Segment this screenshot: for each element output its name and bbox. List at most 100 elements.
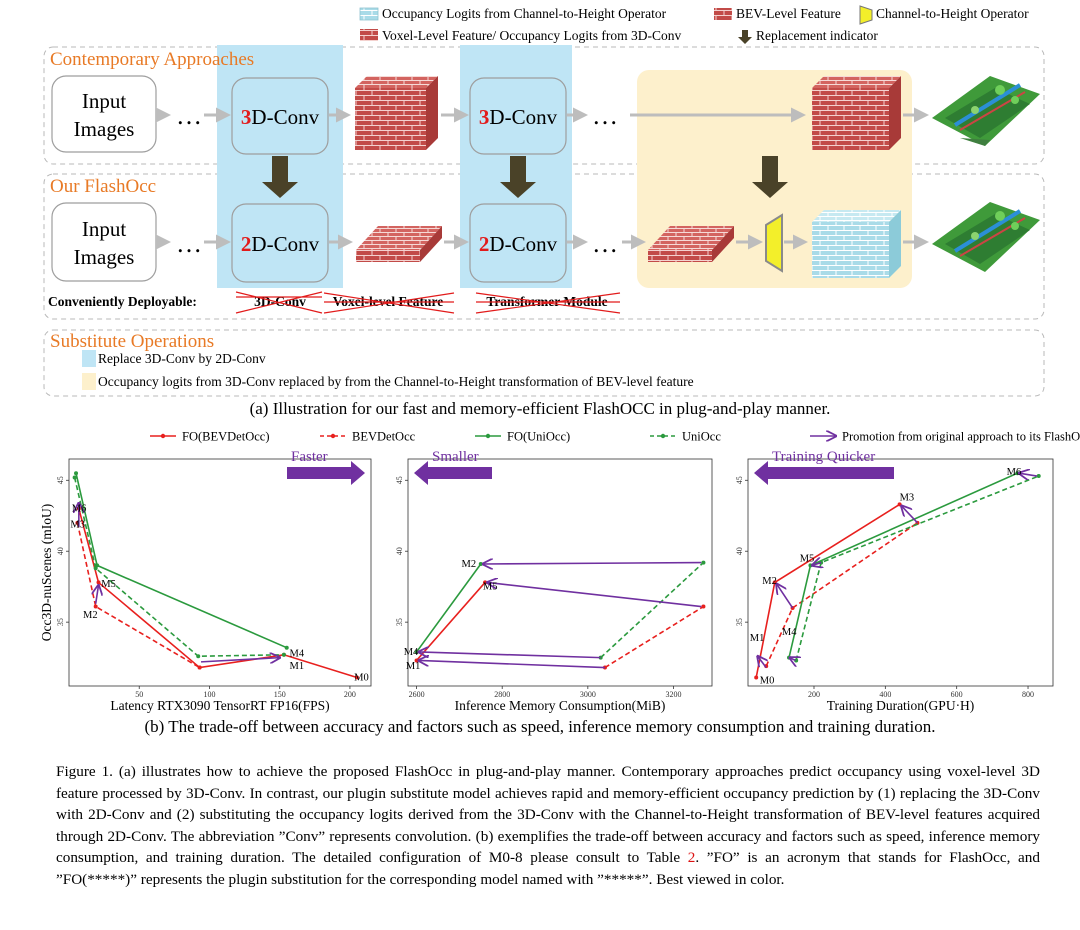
series-line [415,563,482,653]
model-label: M2 [83,610,98,621]
series-line [765,522,918,667]
series-point [602,665,607,670]
voxel-feature-block-1 [355,76,438,150]
model-label: M2 [762,576,777,587]
plot-frame [68,458,372,687]
x-tick-label: 600 [951,690,963,699]
model-label: M0 [760,675,775,686]
series-point [754,675,759,680]
series-line [415,581,486,661]
series-line [600,561,704,659]
series-line [73,477,284,658]
svg-text:Images: Images [74,117,135,141]
svg-text:…: … [592,101,618,130]
promotion-arrow [812,563,821,566]
promotion-arrow [419,660,605,669]
plot-frame [407,458,713,687]
y-tick-label: 35 [735,618,744,626]
series-point [1036,474,1041,479]
series-line [76,522,201,669]
deployable-label: Conveniently Deployable: [48,294,197,309]
model-label: M1 [290,661,305,672]
promotion-arrow [200,658,280,662]
replacement-arrows [262,156,788,198]
svg-text:Input: Input [82,89,126,113]
substitute-1: Replace 3D-Conv by 2D-Conv [98,351,266,366]
series-line [78,508,358,679]
conv2d-box-2 [469,203,567,283]
x-axis-label: Training Duration(GPU·H) [827,698,975,713]
x-tick-label: 400 [879,690,891,699]
promotion-arrow [1019,473,1038,476]
x-tick-label: 200 [344,690,356,699]
caption-a: (a) Illustration for our fast and memory… [250,399,831,418]
y-tick-label: 35 [395,618,404,626]
series-point [196,654,201,659]
svg-text:…: … [176,101,202,130]
flashocc-diagram: Occupancy Logits from Channel-to-Height … [43,5,1045,418]
svg-text:3D-Conv: 3D-Conv [241,105,320,129]
legend-marker [330,433,336,439]
section-ours: Our FlashOcc [50,176,156,197]
bev-feature-block-1 [356,226,442,262]
section-substitute: Substitute Operations [50,331,214,352]
series-line [604,605,704,669]
model-label: M1 [750,633,765,644]
model-label: M6 [72,504,87,515]
legend-replacement-indicator: Replacement indicator [756,28,878,43]
model-label: M6 [1007,467,1022,478]
x-tick-label: 50 [135,690,143,699]
banner-arrow [754,461,894,485]
substitute-swatch-yellow [82,373,96,390]
x-tick-label: 200 [808,690,820,699]
occupancy-logits-c2h-block [812,210,901,278]
struck-3dconv: 3D-Conv [235,291,323,314]
svg-text:Images: Images [74,245,135,269]
input-images-box-bottom [51,202,157,282]
promotion-arrow [790,658,796,661]
svg-text:…: … [176,229,202,258]
svg-text:3D-Conv: 3D-Conv [479,105,558,129]
chart-legend: FO(BEVDetOcc) BEVDetOcc FO(UniOcc) UniOcc Pr… [150,430,1080,444]
series-point [701,560,706,565]
voxel-feature-block-2 [812,76,901,150]
figure-caption: Figure 1. (a) illustrates how to achieve… [56,763,1040,888]
series-point [74,471,79,476]
model-label: M4 [404,647,419,658]
model-label: M4 [782,627,797,638]
banner-arrow [287,461,365,485]
caption-b: (b) The trade-off between accuracy and f… [145,717,936,736]
series-point [478,561,483,566]
chart-2: 2600 2800 3000 3200 35 40 45 Inference Memory C… [395,449,713,713]
svg-text:Input: Input [82,217,126,241]
legend-occ-logits-c2h: Occupancy Logits from Channel-to-Height … [382,6,667,21]
model-label: M2 [462,559,477,570]
promotion-arrow [758,656,767,669]
x-axis-label: Latency RTX3090 TensorRT FP16(FPS) [110,698,329,713]
legend-label: FO(BEVDetOcc) [182,430,269,444]
conv3d-box-1 [231,77,329,155]
occupancy-render-top [932,76,1040,146]
promotion-arrow [777,584,794,609]
legend-label: FO(UniOcc) [507,430,570,444]
series-point [354,675,359,680]
struck-transformer: Transformer Module [475,292,621,314]
series-point [281,652,286,657]
table-ref-link[interactable]: 2 [687,849,696,866]
legend-label: BEVDetOcc [352,430,416,444]
banner-label: Faster [291,449,328,465]
model-label: M3 [900,492,915,503]
x-tick-label: 150 [274,690,286,699]
x-tick-label: 2800 [494,690,510,699]
promotion-arrow [487,582,702,608]
y-tick-label: 40 [56,547,65,555]
legend-c2h-operator: Channel-to-Height Operator [876,6,1029,21]
legend-marker [660,433,666,439]
y-tick-label: 40 [395,547,404,555]
conv2d-box-1 [231,203,329,283]
series-line [75,473,288,649]
legend-voxel-feature: Voxel-Level Feature/ Occupancy Logits fr… [382,28,682,43]
substitute-2: Occupancy logits from 3D-Conv replaced b… [98,374,694,389]
x-axis-label: Inference Memory Consumption(MiB) [455,698,666,713]
series-point [93,604,98,609]
